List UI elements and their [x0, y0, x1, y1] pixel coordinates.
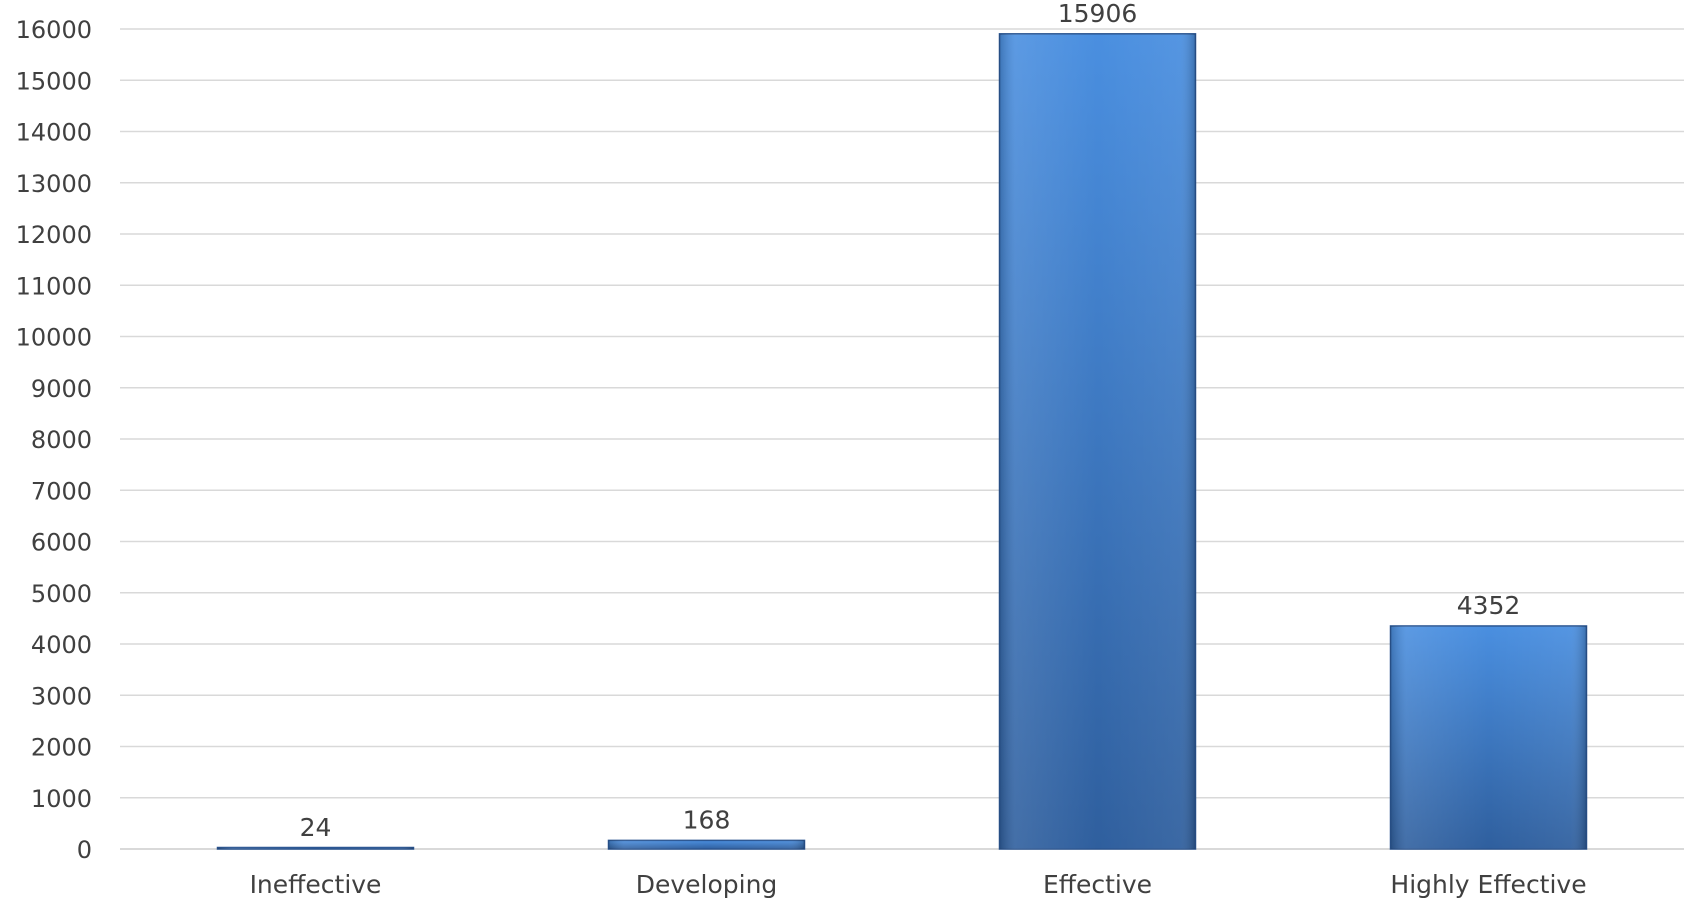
- y-tick-label: 9000: [31, 375, 92, 403]
- y-tick-label: 14000: [16, 119, 92, 147]
- data-label: 4352: [1457, 591, 1521, 620]
- y-tick-label: 5000: [31, 580, 92, 608]
- x-category-label: Highly Effective: [1390, 870, 1586, 899]
- gridlines: [120, 28, 1684, 850]
- y-tick-label: 7000: [31, 477, 92, 505]
- y-tick-label: 16000: [16, 16, 92, 44]
- y-tick-label: 8000: [31, 426, 92, 454]
- data-label: 15906: [1058, 0, 1138, 28]
- y-tick-label: 10000: [16, 324, 92, 352]
- y-tick-label: 13000: [16, 170, 92, 198]
- x-category-label: Ineffective: [250, 870, 382, 899]
- x-category-label: Effective: [1043, 870, 1152, 899]
- bar-effective: [998, 33, 1197, 850]
- y-tick-label: 2000: [31, 734, 92, 762]
- data-labels: 24 168 15906 4352: [300, 0, 1521, 842]
- x-category-label: Developing: [636, 870, 778, 899]
- y-tick-label: 6000: [31, 529, 92, 557]
- y-tick-label: 4000: [31, 631, 92, 659]
- y-tick-label: 1000: [31, 785, 92, 813]
- y-tick-label: 12000: [16, 221, 92, 249]
- bar-sheen: [999, 33, 1196, 849]
- data-label: 168: [683, 805, 731, 834]
- y-tick-label: 0: [77, 836, 92, 864]
- y-tick-label: 11000: [16, 272, 92, 300]
- data-label: 24: [300, 813, 332, 842]
- bar-sheen: [1390, 625, 1587, 849]
- bar-ineffective: [216, 846, 415, 850]
- y-tick-label: 15000: [16, 67, 92, 95]
- y-tick-label: 3000: [31, 682, 92, 710]
- bars: [216, 33, 1588, 850]
- y-axis-tick-labels: 0 1000 2000 3000 4000 5000 6000 7000 8000 9000 100…: [16, 16, 92, 864]
- bar-sheen: [217, 847, 414, 849]
- bar-developing: [607, 839, 806, 850]
- bar-highly-effective: [1389, 625, 1588, 850]
- bar-sheen: [608, 840, 805, 849]
- x-axis-category-labels: Ineffective Developing Effective Highly Eff…: [250, 870, 1587, 899]
